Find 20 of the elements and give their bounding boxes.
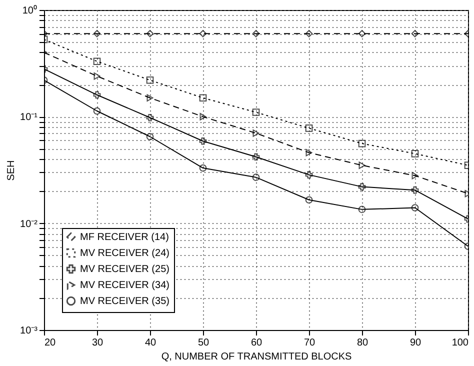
x-tick-label: 50 (198, 338, 210, 348)
y-tick-label: 10⁰ (22, 4, 38, 16)
x-tick-label: 70 (304, 338, 316, 348)
y-tick-label: 10⁻¹ (20, 112, 38, 124)
legend-label: MV RECEIVER (34) (80, 280, 170, 291)
x-tick-label: 60 (250, 338, 262, 348)
x-tick-label: 80 (356, 338, 368, 348)
x-axis-title: Q, NUMBER OF TRANSMITTED BLOCKS (161, 352, 352, 362)
y-tick-label: 10⁻² (20, 218, 38, 230)
x-tick-label: 90 (410, 338, 422, 348)
x-tick-label: 40 (144, 338, 156, 348)
y-axis-title: SEH (6, 160, 18, 181)
legend-label: MF RECEIVER (14) (80, 232, 169, 243)
x-tick-label: 30 (92, 338, 104, 348)
y-tick-label: 10⁻³ (20, 326, 38, 336)
x-tick-label: 20 (44, 338, 56, 348)
x-tick-label: 100 (452, 338, 469, 348)
legend-label: MV RECEIVER (24) (80, 248, 170, 259)
legend-label: MV RECEIVER (35) (80, 296, 170, 307)
legend-label: MV RECEIVER (25) (80, 264, 170, 275)
